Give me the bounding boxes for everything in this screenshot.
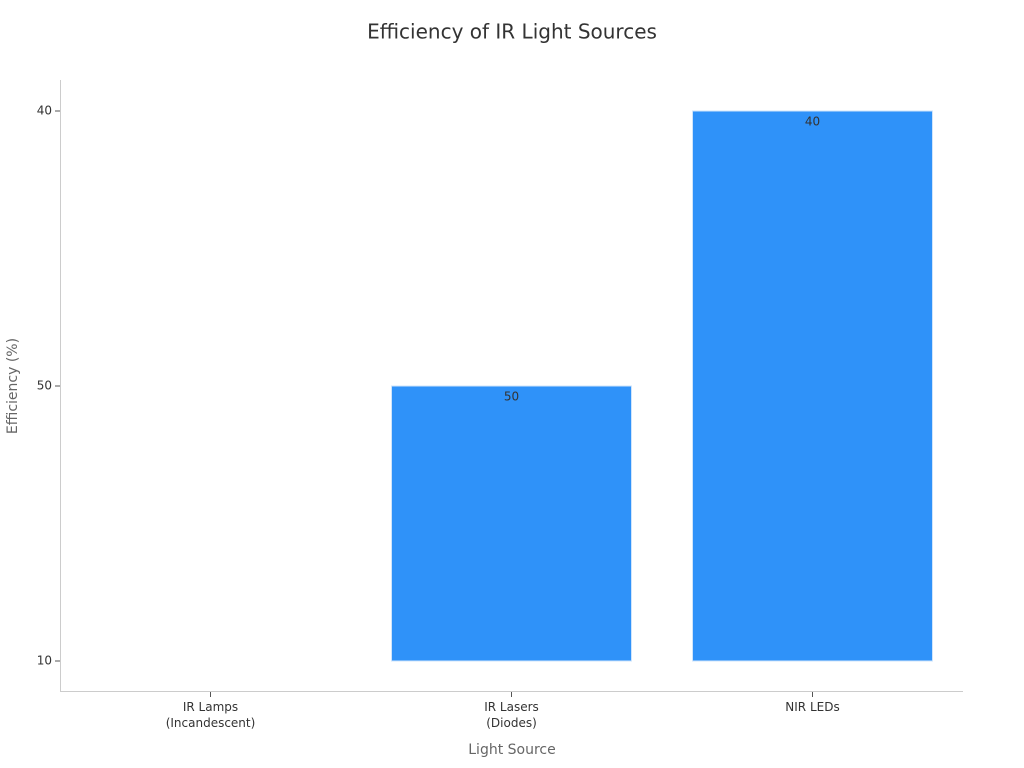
x-tick-label: NIR LEDs bbox=[785, 700, 840, 714]
x-tick-label: IR Lasers (Diodes) bbox=[484, 700, 539, 730]
y-axis-label: Efficiency (%) bbox=[5, 338, 21, 434]
bar bbox=[692, 110, 933, 662]
data-label: 40 bbox=[805, 115, 820, 129]
y-tick-label: 50 bbox=[37, 379, 52, 393]
data-label: 50 bbox=[504, 390, 519, 404]
x-tick-label: IR Lamps (Incandescent) bbox=[165, 700, 256, 730]
y-tick-label: 40 bbox=[37, 104, 52, 118]
x-axis-label: Light Source bbox=[468, 742, 555, 758]
y-tick-label: 10 bbox=[37, 654, 52, 668]
chart-title: Efficiency of IR Light Sources bbox=[367, 20, 657, 44]
bar bbox=[391, 385, 632, 662]
